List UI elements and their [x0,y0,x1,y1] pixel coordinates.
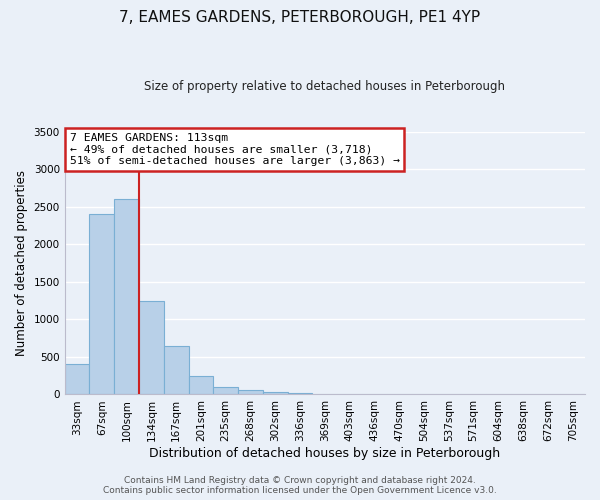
Text: 7 EAMES GARDENS: 113sqm
← 49% of detached houses are smaller (3,718)
51% of semi: 7 EAMES GARDENS: 113sqm ← 49% of detache… [70,133,400,166]
Bar [164,346,188,395]
Bar [263,392,287,394]
Bar [238,390,263,394]
Bar [188,376,214,394]
Bar [114,199,139,394]
Y-axis label: Number of detached properties: Number of detached properties [15,170,28,356]
Bar [65,364,89,394]
Text: 7, EAMES GARDENS, PETERBOROUGH, PE1 4YP: 7, EAMES GARDENS, PETERBOROUGH, PE1 4YP [119,10,481,25]
Bar [139,300,164,394]
Bar [89,214,114,394]
Bar [214,386,238,394]
Text: Contains HM Land Registry data © Crown copyright and database right 2024.
Contai: Contains HM Land Registry data © Crown c… [103,476,497,495]
Title: Size of property relative to detached houses in Peterborough: Size of property relative to detached ho… [145,80,505,93]
Bar [287,393,313,394]
X-axis label: Distribution of detached houses by size in Peterborough: Distribution of detached houses by size … [149,447,500,460]
